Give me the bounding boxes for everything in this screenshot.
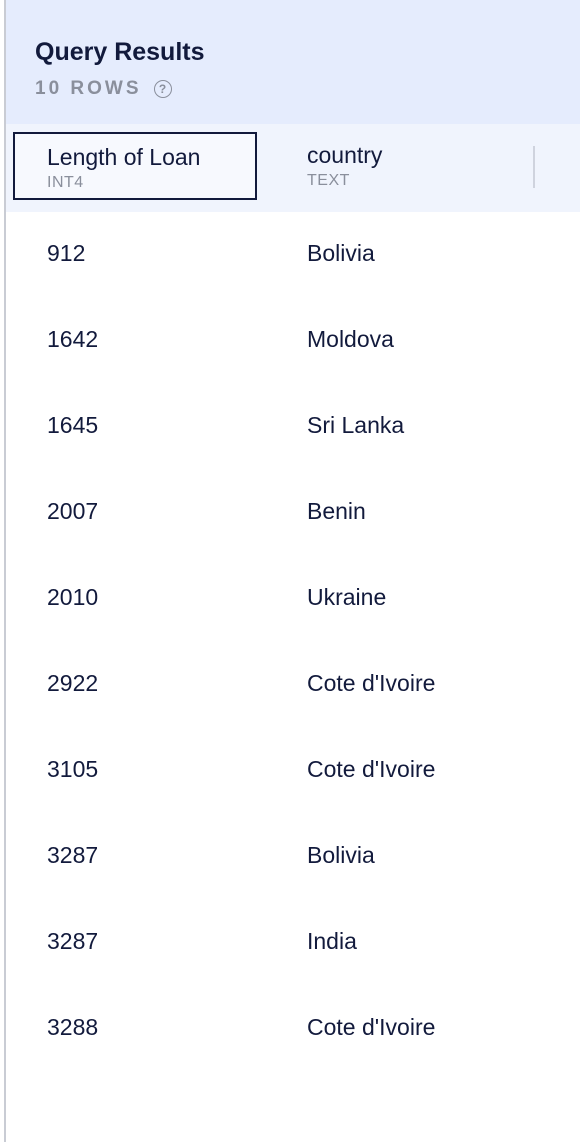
query-results-panel: Query Results 10 ROWS ? Length of Loan I… <box>4 0 580 1142</box>
cell-country: Bolivia <box>307 842 375 868</box>
column-name: Length of Loan <box>47 144 201 170</box>
column-header-length-of-loan[interactable]: Length of Loan INT4 <box>13 132 257 200</box>
table-row[interactable]: 3287 India <box>6 900 580 986</box>
cell-country: Ukraine <box>307 584 387 610</box>
cell-length-of-loan: 2010 <box>47 584 99 610</box>
cell-country: Bolivia <box>307 240 375 266</box>
table-row[interactable]: 1645 Sri Lanka <box>6 384 580 470</box>
cell-country: Benin <box>307 498 366 524</box>
cell-length-of-loan: 3287 <box>47 928 99 954</box>
cell-country: Cote d'Ivoire <box>307 1014 436 1040</box>
column-header-row: Length of Loan INT4 country TEXT <box>6 124 580 212</box>
cell-length-of-loan: 1645 <box>47 412 99 438</box>
cell-country: India <box>307 928 357 954</box>
cell-length-of-loan: 2922 <box>47 670 99 696</box>
cell-country: Cote d'Ivoire <box>307 756 436 782</box>
cell-country: Cote d'Ivoire <box>307 670 436 696</box>
row-count: 10 ROWS ? <box>35 78 172 100</box>
table-row[interactable]: 3288 Cote d'Ivoire <box>6 986 580 1072</box>
results-title: Query Results <box>35 38 205 66</box>
column-resize-handle[interactable] <box>533 146 535 188</box>
cell-length-of-loan: 3288 <box>47 1014 99 1040</box>
table-row[interactable]: 2922 Cote d'Ivoire <box>6 642 580 728</box>
column-type: INT4 <box>47 174 84 191</box>
table-row[interactable]: 2010 Ukraine <box>6 556 580 642</box>
cell-length-of-loan: 3287 <box>47 842 99 868</box>
column-name: country <box>307 142 383 168</box>
column-type: TEXT <box>307 172 350 189</box>
results-header: Query Results 10 ROWS ? <box>6 0 580 124</box>
help-icon[interactable]: ? <box>153 80 172 98</box>
cell-length-of-loan: 912 <box>47 240 86 266</box>
table-row[interactable]: 1642 Moldova <box>6 298 580 384</box>
cell-country: Moldova <box>307 326 394 352</box>
table-row[interactable]: 912 Bolivia <box>6 212 580 298</box>
cell-length-of-loan: 2007 <box>47 498 99 524</box>
cell-country: Sri Lanka <box>307 412 405 438</box>
cell-length-of-loan: 3105 <box>47 756 99 782</box>
panel-left-border <box>4 0 6 1142</box>
row-count-label: 10 ROWS <box>35 78 142 99</box>
table-row[interactable]: 2007 Benin <box>6 470 580 556</box>
results-table-body: 912 Bolivia 1642 Moldova 1645 Sri Lanka 2007 Be… <box>6 212 580 1072</box>
table-row[interactable]: 3105 Cote d'Ivoire <box>6 728 580 814</box>
cell-length-of-loan: 1642 <box>47 326 99 352</box>
column-header-country[interactable]: country TEXT <box>268 132 528 200</box>
table-row[interactable]: 3287 Bolivia <box>6 814 580 900</box>
